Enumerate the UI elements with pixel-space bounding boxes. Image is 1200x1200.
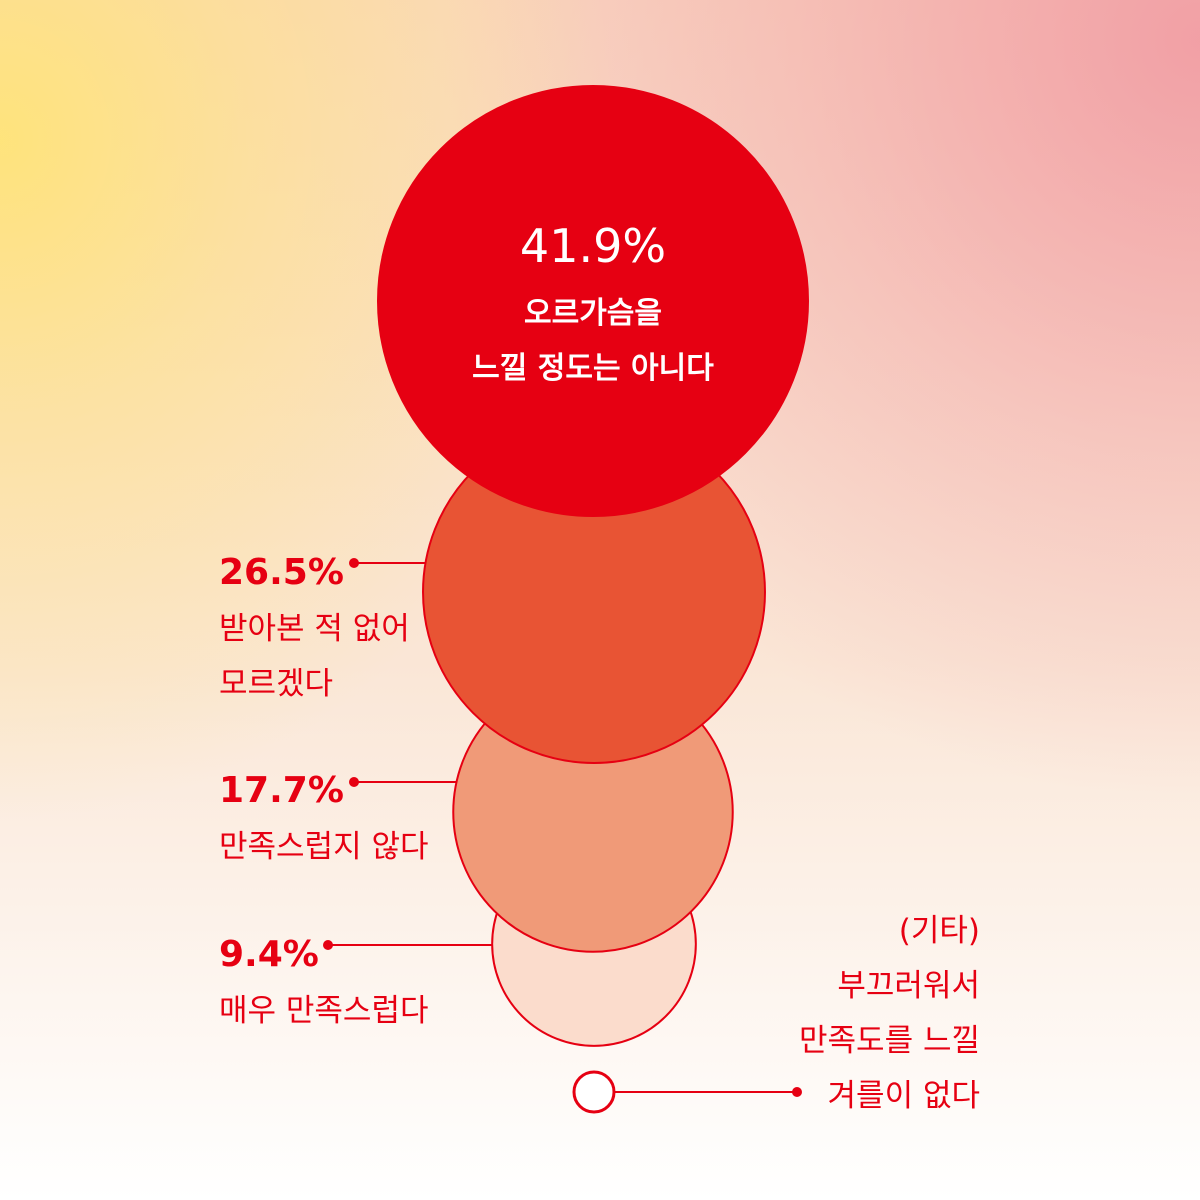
bubble-value-label: 41.9% bbox=[520, 219, 666, 273]
category-label-1: 받아본 적 없어 bbox=[219, 611, 410, 647]
category-label-4: 겨를이 없다 bbox=[828, 1078, 980, 1114]
bubble-4 bbox=[572, 1070, 616, 1114]
value-label-1: 26.5% bbox=[219, 552, 344, 593]
category-label-4: (기타) bbox=[899, 913, 980, 949]
connector-dot-3 bbox=[323, 940, 333, 950]
connector-dot-2 bbox=[349, 777, 359, 787]
category-label-4: 만족도를 느낄 bbox=[799, 1023, 980, 1059]
connector-dot-4 bbox=[792, 1087, 802, 1097]
category-label-1: 모르겠다 bbox=[219, 666, 333, 702]
value-label-3: 9.4% bbox=[219, 934, 319, 975]
bubble-category-label: 오르가슴을 bbox=[524, 296, 662, 331]
category-label-2: 만족스럽지 않다 bbox=[219, 829, 429, 865]
bubble-category-label: 느낄 정도는 아니다 bbox=[472, 351, 714, 386]
bubble-0 bbox=[377, 85, 809, 517]
category-label-3: 매우 만족스럽다 bbox=[219, 993, 429, 1029]
connector-dot-1 bbox=[349, 558, 359, 568]
value-label-2: 17.7% bbox=[219, 770, 344, 811]
category-label-4: 부끄러워서 bbox=[837, 968, 980, 1004]
